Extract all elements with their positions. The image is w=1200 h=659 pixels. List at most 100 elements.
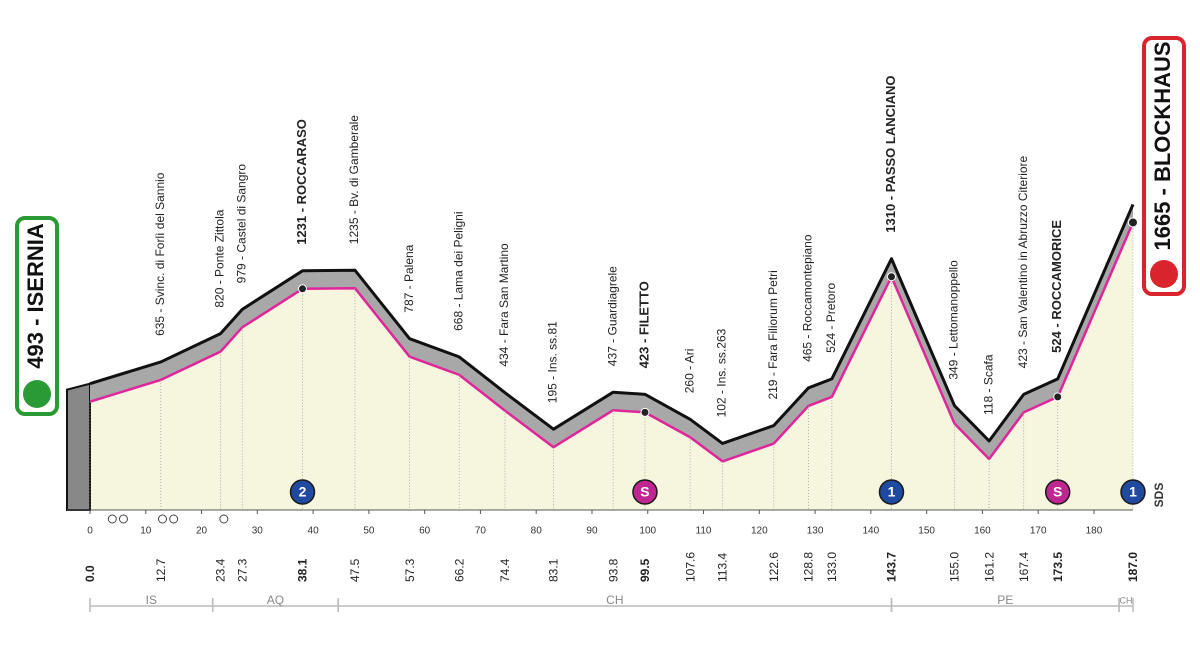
km-label: 83.1 — [547, 558, 561, 582]
x-tick-label: 90 — [586, 526, 598, 537]
summit-dot — [640, 407, 650, 417]
km-label: 99.5 — [638, 558, 652, 582]
km-label: 47.5 — [348, 558, 362, 582]
x-tick-label: 0 — [87, 526, 93, 537]
finish-box — [1142, 36, 1186, 296]
waypoint-label: 434 - Fara San Martino — [497, 243, 511, 367]
profile-area — [90, 222, 1133, 511]
finish-dot — [1128, 217, 1138, 228]
logo: SDS — [1152, 483, 1166, 508]
x-tick-label: 60 — [419, 526, 431, 537]
km-label: 122.6 — [767, 552, 781, 582]
start-icon — [23, 380, 51, 408]
x-tick-label: 40 — [308, 526, 320, 537]
summit-dot — [298, 284, 308, 294]
marker-badge — [1120, 479, 1146, 505]
summit-dot — [1053, 392, 1063, 402]
waypoint-label: 524 - Pretoro — [824, 283, 838, 353]
waypoint-label: 195 - Ins. ss.81 — [546, 321, 560, 403]
waypoint-label: 1310 - PASSO LANCIANO — [883, 75, 898, 232]
km-label: 167.4 — [1017, 552, 1031, 582]
service-icon — [118, 514, 128, 524]
waypoint-label: 118 - Scafa — [981, 354, 995, 415]
summit-dot — [886, 272, 896, 282]
waypoint-label: 1231 - ROCCARASO — [294, 119, 309, 245]
km-label: 57.3 — [403, 558, 417, 582]
x-tick-label: 130 — [807, 526, 824, 537]
waypoint-label: 820 - Ponte Zittola — [213, 209, 227, 307]
start-wall — [66, 382, 91, 511]
marker-badge — [878, 479, 905, 505]
km-label: 23.4 — [214, 558, 228, 582]
km-label: 38.1 — [296, 558, 310, 582]
region-label: IS — [146, 593, 157, 607]
km-label: 27.3 — [235, 558, 249, 582]
km-label: 12.7 — [154, 558, 168, 582]
waypoint-label: 219 - Fara Filiorum Petri — [766, 270, 780, 399]
x-tick-label: 70 — [475, 526, 487, 537]
waypoint-label: 524 - ROCCAMORICE — [1049, 220, 1064, 353]
marker-label: 1 — [1129, 484, 1137, 500]
waypoint-label: 423 - San Valentino in Abruzzo Citeriore — [1016, 155, 1030, 368]
waypoint-label: 787 - Palena — [402, 244, 416, 312]
service-icon — [158, 514, 168, 524]
km-label: 93.8 — [606, 558, 620, 582]
x-tick-label: 120 — [751, 526, 768, 537]
x-tick-label: 110 — [696, 526, 712, 537]
x-tick-label: 100 — [639, 526, 656, 537]
finish-label: 1665 - BLOCKHAUS — [1150, 41, 1175, 250]
km-label: 187.0 — [1126, 552, 1140, 582]
marker-badge — [289, 479, 316, 505]
service-icon — [169, 514, 179, 524]
km-label: 155.0 — [948, 552, 962, 582]
region-label: CH — [606, 593, 623, 607]
marker-badge — [1044, 479, 1071, 505]
waypoint-label: 423 - FILETTO — [636, 281, 651, 368]
x-tick-label: 160 — [974, 526, 991, 537]
x-tick-label: 140 — [863, 526, 880, 537]
km-label: 161.2 — [982, 552, 996, 582]
waypoint-label: 102 - Ins. ss.263 — [715, 328, 729, 417]
service-icon — [219, 514, 229, 524]
finish-icon — [1150, 260, 1178, 288]
x-tick-label: 20 — [196, 526, 208, 537]
x-tick-label: 170 — [1030, 526, 1047, 537]
service-icon — [107, 514, 117, 524]
waypoint-label: 349 - Lettomanoppello — [947, 260, 961, 380]
start-label: 493 - ISERNIA — [23, 223, 48, 369]
km-label: 0.0 — [83, 565, 97, 582]
marker-label: S — [640, 484, 649, 500]
waypoint-label: 635 - Svinc. di Forlì del Sannio — [153, 172, 167, 336]
x-tick-label: 180 — [1086, 526, 1103, 537]
km-label: 74.4 — [498, 558, 512, 582]
marker-label: S — [1053, 484, 1062, 500]
x-tick-label: 50 — [363, 526, 375, 537]
waypoint-label: 668 - Lama dei Peligni — [451, 211, 465, 330]
km-label: 128.8 — [802, 552, 816, 582]
waypoint-label: 979 - Castel di Sangro — [234, 164, 248, 284]
km-label: 107.6 — [683, 552, 697, 582]
waypoint-label: 465 - Roccamontepiano — [801, 234, 815, 362]
region-label: AQ — [267, 593, 284, 607]
km-label: 113.4 — [716, 553, 730, 582]
start-box — [15, 216, 59, 416]
marker-label: 2 — [299, 484, 307, 500]
marker-badge — [632, 479, 658, 505]
marker-label: 1 — [888, 484, 896, 500]
waypoint-label: 1235 - Bv. di Gamberale — [347, 115, 361, 245]
x-tick-label: 10 — [140, 526, 152, 537]
waypoint-label: 437 - Guardiagrele — [605, 266, 619, 366]
x-tick-label: 80 — [531, 526, 543, 537]
x-tick-label: 150 — [918, 526, 935, 537]
km-label: 143.7 — [885, 552, 899, 582]
x-tick-label: 30 — [252, 526, 264, 537]
region-label: PE — [997, 593, 1013, 607]
waypoint-label: 260 - Ari — [682, 349, 696, 394]
km-label: 173.5 — [1051, 552, 1065, 582]
region-label: CH — [1120, 595, 1133, 605]
km-label: 133.0 — [825, 552, 839, 582]
km-label: 66.2 — [452, 558, 466, 582]
profile-ridge — [89, 203, 1135, 445]
